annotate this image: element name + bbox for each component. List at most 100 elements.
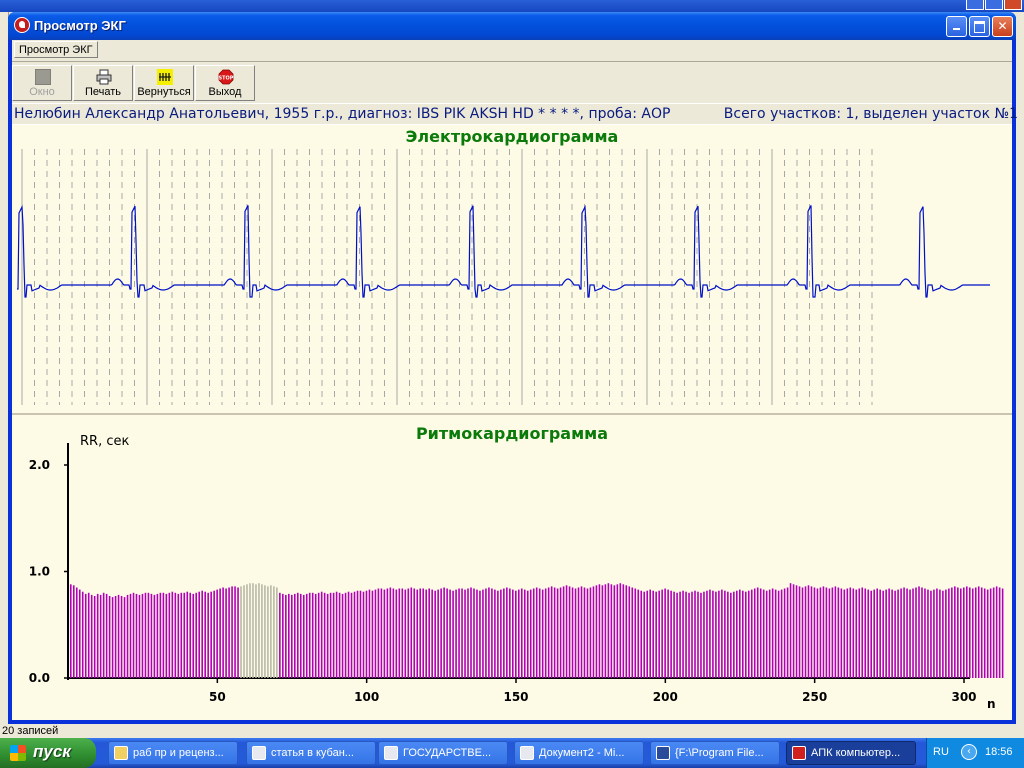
rr-bar: [712, 590, 714, 678]
rr-bar: [622, 584, 625, 678]
rr-bar: [398, 588, 401, 678]
rr-bar: [311, 592, 314, 678]
menu-item-ecg-view[interactable]: Просмотр ЭКГ: [14, 41, 98, 58]
minimize-button[interactable]: [946, 16, 967, 37]
rr-bar: [129, 593, 132, 678]
rr-bar: [903, 587, 905, 678]
rr-bar: [207, 592, 209, 678]
rr-bar: [258, 583, 260, 678]
rr-bar: [458, 588, 460, 678]
rr-bar: [995, 586, 998, 678]
window-button-label: Окно: [29, 86, 55, 98]
rr-bar: [592, 586, 595, 678]
rr-bar: [619, 583, 622, 678]
rr-bar: [718, 590, 720, 678]
rr-bar: [828, 588, 831, 678]
window-button[interactable]: Окно: [12, 65, 72, 101]
rr-bar: [189, 592, 192, 678]
rr-bar: [276, 587, 278, 678]
y-axis-label: RR, сек: [80, 434, 129, 449]
rr-bar: [634, 588, 637, 678]
rr-bar: [359, 590, 362, 678]
clock[interactable]: 18:56: [985, 746, 1013, 758]
taskbar-task[interactable]: раб пр и реценз...: [108, 741, 238, 765]
task-label: ГОСУДАРСТВЕ...: [403, 747, 492, 759]
rr-bar: [697, 591, 699, 678]
rr-bar: [774, 589, 777, 678]
rr-bar: [637, 589, 640, 678]
task-label: статья в кубан...: [271, 747, 354, 759]
exit-button-label: Выход: [208, 86, 242, 98]
rr-bar: [282, 593, 284, 678]
x-tick-label: 250: [802, 690, 827, 704]
rr-bar: [526, 590, 529, 678]
rr-bar: [652, 590, 654, 678]
background-minimize-button[interactable]: [966, 0, 984, 10]
rr-bar: [855, 589, 858, 678]
rr-bar: [664, 588, 666, 678]
return-icon: [157, 69, 173, 85]
rr-bar: [216, 589, 218, 678]
rr-bar: [332, 592, 335, 678]
rr-bar: [801, 587, 804, 678]
rr-bar: [810, 586, 813, 678]
rr-bar: [520, 588, 523, 678]
rr-bar: [876, 588, 878, 678]
rr-bar: [822, 586, 825, 678]
rr-bar: [595, 585, 598, 678]
rr-bar: [804, 586, 807, 678]
language-indicator[interactable]: RU: [933, 746, 949, 758]
rr-bar: [156, 593, 159, 678]
taskbar-task[interactable]: Документ2 - Mi...: [514, 741, 644, 765]
print-button[interactable]: Печать: [73, 65, 133, 101]
start-button-label: пуск: [33, 742, 71, 761]
rr-bar: [786, 587, 789, 678]
rr-bar: [550, 586, 553, 678]
task-app-icon: [384, 746, 398, 760]
rr-bar: [795, 585, 798, 678]
rr-bar: [135, 593, 138, 678]
rr-bar: [90, 594, 93, 678]
rr-bar: [930, 590, 932, 678]
window-titlebar[interactable]: Просмотр ЭКГ ✕: [8, 12, 1016, 40]
rr-bar: [87, 592, 90, 678]
rr-bar: [446, 588, 448, 678]
return-button[interactable]: Вернуться: [134, 65, 194, 101]
rr-bar: [120, 596, 123, 678]
maximize-button[interactable]: [969, 16, 990, 37]
background-maximize-button[interactable]: [985, 0, 1003, 10]
maximize-icon: [974, 21, 985, 33]
exit-button[interactable]: STOP Выход: [195, 65, 255, 101]
rr-bar: [249, 583, 251, 678]
taskbar-task[interactable]: статья в кубан...: [246, 741, 376, 765]
rr-bar: [368, 589, 371, 678]
rr-bar: [963, 587, 965, 678]
background-close-button[interactable]: [1004, 0, 1022, 10]
taskbar-task[interactable]: ГОСУДАРСТВЕ...: [378, 741, 508, 765]
rr-bar: [532, 588, 535, 678]
taskbar-task[interactable]: АПК компьютер...: [786, 741, 916, 765]
system-tray: RU ‹ 18:56: [926, 738, 1024, 768]
taskbar-task[interactable]: {F:\Program File...: [650, 741, 780, 765]
rr-bar: [425, 589, 427, 678]
tray-arrow-icon[interactable]: ‹: [961, 744, 977, 760]
rr-bar: [912, 588, 914, 678]
rr-bar: [138, 594, 141, 678]
rr-bar: [945, 589, 947, 678]
start-button[interactable]: пуск: [0, 738, 96, 768]
rr-bar: [948, 588, 950, 678]
close-button[interactable]: ✕: [992, 16, 1013, 37]
rr-bar: [506, 587, 508, 678]
rr-bar: [565, 585, 568, 678]
rr-bar: [222, 587, 224, 678]
rr-bar: [431, 589, 433, 678]
rr-bar: [998, 587, 1001, 678]
rr-bar: [338, 592, 341, 678]
y-tick-label: 2.0: [29, 458, 50, 472]
rr-bar: [255, 584, 257, 678]
rr-bar: [682, 590, 684, 678]
rr-bar: [888, 588, 890, 678]
rr-bar: [939, 589, 941, 678]
rr-bar: [132, 592, 135, 678]
rr-bar: [165, 593, 168, 678]
